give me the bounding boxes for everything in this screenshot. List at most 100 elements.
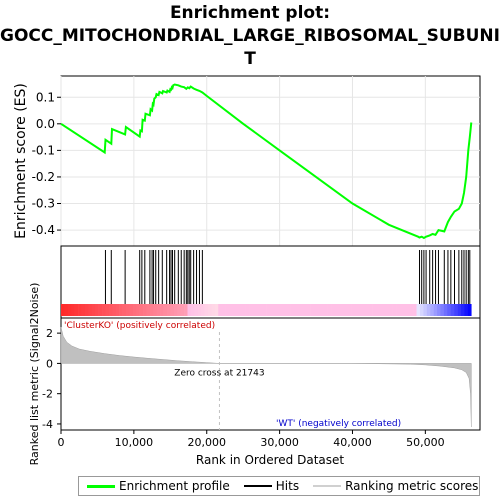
rank-color-segment	[156, 304, 161, 316]
rank-color-segment	[283, 304, 287, 316]
rank-color-segment	[447, 304, 452, 316]
rank-color-segment	[307, 304, 311, 316]
rank-color-segment	[392, 304, 397, 316]
rank-color-segment	[419, 304, 424, 316]
x-tick-label: 30,000	[260, 436, 299, 449]
rank-color-segment	[146, 304, 151, 316]
x-tick-label: 20,000	[187, 436, 226, 449]
rank-color-segment	[194, 304, 199, 316]
rank-color-segment	[231, 304, 236, 316]
rank-color-segment	[115, 304, 120, 316]
x-tick-label: 10,000	[115, 436, 154, 449]
rank-color-segment	[320, 304, 325, 316]
rank-color-segment	[337, 304, 342, 316]
rank-color-segment	[423, 304, 428, 316]
rank-color-segment	[351, 304, 356, 316]
rank-color-segment	[102, 304, 106, 316]
rank-color-segment	[406, 304, 411, 316]
rank-color-segment	[221, 304, 226, 316]
x-tick-label: 40,000	[333, 436, 372, 449]
es-tick-label: -0.4	[32, 223, 55, 237]
enrichment-profile-line	[60, 83, 473, 240]
rank-color-segment	[71, 304, 75, 316]
metric-tick-label: 2	[46, 327, 53, 340]
rank-color-segment	[139, 304, 144, 316]
rank-color-segment	[389, 304, 393, 316]
rank-color-segment	[378, 304, 383, 316]
rank-color-segment	[290, 304, 294, 316]
rank-color-segment	[197, 304, 202, 316]
rank-color-segment	[242, 304, 246, 316]
rank-color-segment	[81, 304, 86, 316]
rank-color-segment	[214, 304, 219, 316]
rank-color-segment	[399, 304, 404, 316]
rank-color-segment	[355, 304, 359, 316]
positive-correlation-label: 'ClusterKO' (positively correlated)	[64, 321, 215, 331]
rank-color-segment	[67, 304, 72, 316]
rank-color-segment	[129, 304, 134, 316]
rank-color-segment	[331, 304, 335, 316]
rank-color-segment	[327, 304, 332, 316]
rank-color-segment	[334, 304, 339, 316]
rank-color-segment	[437, 304, 441, 316]
rank-color-segment	[136, 304, 140, 316]
rank-color-segment	[91, 304, 96, 316]
rank-color-segment	[300, 304, 305, 316]
rank-color-segment	[269, 304, 274, 316]
rank-color-segment	[74, 304, 79, 316]
legend-item-ranking-metric: Ranking metric scores	[313, 479, 478, 493]
rank-color-segment	[163, 304, 168, 316]
rank-color-segment	[153, 304, 158, 316]
rank-color-segment	[88, 304, 93, 316]
rank-color-segment	[218, 304, 222, 316]
rank-color-segment	[225, 304, 229, 316]
rank-color-segment	[266, 304, 270, 316]
enrichment-chart: 0.1 0.0 -0.1 -0.2 -0.3 -0.4 2 0 -2 -4 0 10,000 20,…	[13, 75, 481, 467]
rank-color-segment	[443, 304, 448, 316]
rank-color-segment	[143, 304, 147, 316]
x-axis-label: Rank in Ordered Dataset	[196, 453, 344, 467]
rank-color-segment	[235, 304, 240, 316]
x-tick-label: 50,000	[406, 436, 445, 449]
rank-color-segment	[201, 304, 205, 316]
rank-color-segment	[170, 304, 175, 316]
legend: Enrichment profile Hits Ranking metric s…	[78, 476, 480, 496]
rank-color-segment	[413, 304, 417, 316]
rank-color-segment	[372, 304, 376, 316]
rank-color-segment	[95, 304, 99, 316]
legend-item-hits: Hits	[243, 479, 299, 493]
negative-correlation-label: 'WT' (negatively correlated)	[276, 419, 401, 429]
rank-color-segment	[402, 304, 407, 316]
metric-tick-label: -2	[42, 388, 53, 401]
rank-color-segment	[166, 304, 171, 316]
es-tick-label: 0.0	[36, 117, 55, 131]
rank-color-segment	[426, 304, 431, 316]
rank-color-segment	[293, 304, 298, 316]
rank-color-segment	[122, 304, 127, 316]
rank-color-segment	[125, 304, 130, 316]
rank-color-segment	[464, 304, 469, 316]
rank-color-segment	[184, 304, 188, 316]
rank-color-segment	[303, 304, 308, 316]
rank-color-segment	[112, 304, 117, 316]
rank-color-segment	[382, 304, 387, 316]
rank-color-segment	[365, 304, 369, 316]
chart-title-line1: Enrichment plot:	[169, 3, 331, 23]
legend-swatch-metric	[313, 485, 342, 487]
rank-color-segment	[348, 304, 352, 316]
rank-color-segment	[457, 304, 462, 316]
rank-color-segment	[433, 304, 438, 316]
ranking-metric-area	[60, 327, 472, 428]
rank-color-segment	[78, 304, 82, 316]
rank-color-segment	[64, 304, 69, 316]
metric-panel	[60, 317, 481, 431]
rank-color-segment	[119, 304, 123, 316]
rank-color-segment	[416, 304, 421, 316]
es-tick-label: -0.2	[32, 170, 55, 184]
rank-color-segment	[272, 304, 277, 316]
rank-color-segment	[84, 304, 89, 316]
rank-color-segment	[180, 304, 185, 316]
rank-color-segment	[149, 304, 154, 316]
rank-color-segment	[317, 304, 322, 316]
rank-color-segment	[108, 304, 113, 316]
